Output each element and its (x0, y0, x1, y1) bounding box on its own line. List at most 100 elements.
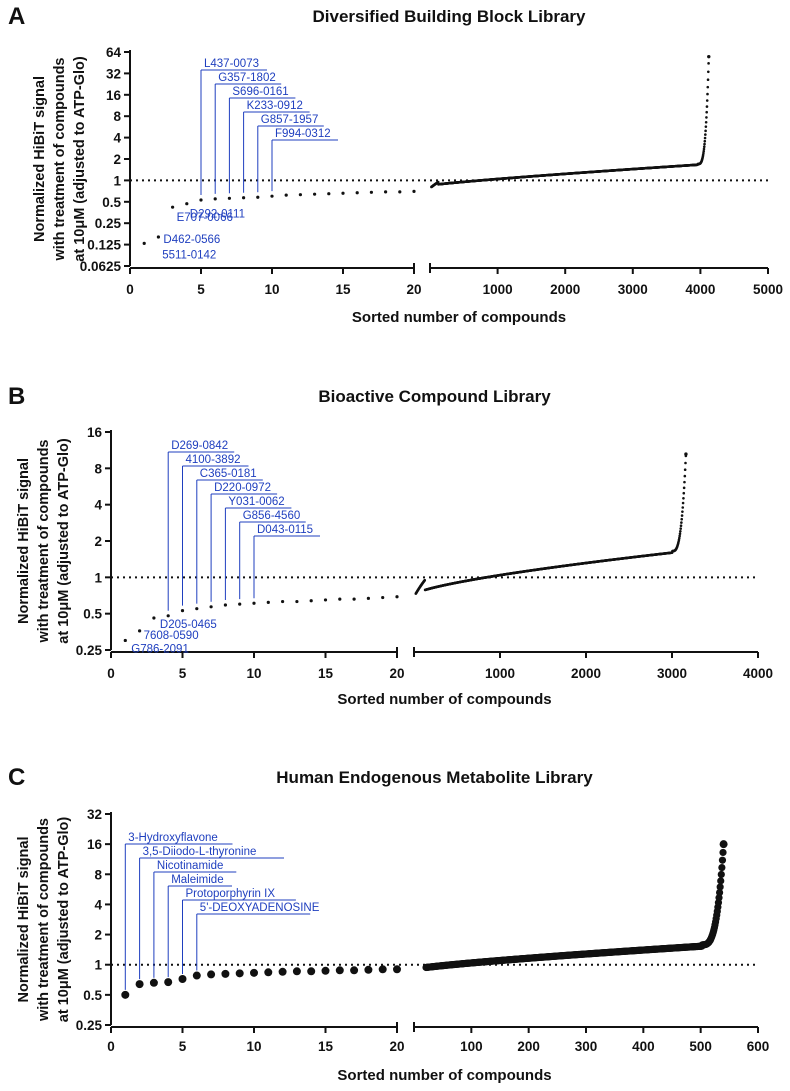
data-point (703, 136, 707, 140)
data-point (355, 191, 359, 195)
data-point (164, 978, 173, 987)
data-point (156, 235, 160, 239)
x-tick-label: 200 (517, 1039, 540, 1054)
x-tick-label: 15 (335, 282, 351, 297)
data-point (717, 877, 725, 885)
data-point (395, 595, 399, 599)
y-tick-label: 2 (94, 534, 102, 549)
data-point (436, 180, 440, 184)
data-point (142, 241, 146, 245)
data-point (199, 198, 203, 202)
annotation-label: Y031-0062 (228, 496, 284, 508)
data-point (152, 616, 156, 620)
data-point (719, 840, 728, 849)
data-point (705, 99, 709, 102)
x-tick-label: 300 (575, 1039, 598, 1054)
data-point (138, 629, 142, 633)
data-point (321, 966, 330, 975)
y-tick-label: 2 (94, 928, 102, 943)
data-point (292, 967, 301, 976)
data-point (682, 486, 686, 490)
data-point (704, 125, 708, 129)
y-tick-label: 0.5 (102, 195, 121, 210)
data-point (364, 965, 373, 974)
annotation-label: Maleimide (171, 874, 223, 886)
data-point (381, 595, 385, 600)
data-point (350, 966, 359, 975)
data-point (207, 970, 216, 979)
y-tick-label: 8 (94, 461, 102, 476)
data-point (278, 967, 287, 976)
y-tick-label: 4 (94, 897, 102, 912)
data-point (702, 145, 706, 148)
data-point (680, 514, 684, 517)
data-point (378, 965, 387, 974)
annotation-label: Nicotinamide (157, 860, 223, 872)
data-point (682, 496, 685, 500)
y-tick-label: 0.5 (83, 988, 102, 1003)
data-point (250, 968, 258, 977)
annotation-label: G357-1802 (218, 72, 276, 84)
data-point (682, 491, 686, 495)
data-point (706, 92, 709, 96)
y-axis-title-line: at 10μM (adjusted to ATP-Glo) (72, 56, 88, 262)
chart-title: Bioactive Compound Library (318, 387, 551, 406)
data-point (678, 536, 681, 540)
panel-letter: C (8, 764, 25, 791)
x-tick-label: 1000 (485, 666, 515, 681)
y-tick-label: 8 (113, 109, 121, 124)
x-axis-title: Sorted number of compounds (337, 1067, 551, 1084)
annotation-label: D462-0566 (163, 234, 220, 246)
x-tick-label: 1000 (483, 282, 513, 297)
data-point (702, 149, 706, 153)
data-point (681, 501, 685, 505)
y-tick-label: 16 (87, 425, 103, 440)
data-point (705, 110, 708, 114)
data-point (716, 883, 724, 891)
data-point (705, 116, 708, 119)
data-point (313, 192, 317, 196)
y-axis-title-line: Normalized HiBiT signal (16, 458, 32, 624)
x-tick-label: 10 (264, 282, 279, 297)
x-tick-label: 15 (318, 1039, 334, 1054)
data-point (284, 193, 288, 197)
y-axis-title-line: Normalized HiBiT signal (32, 76, 48, 242)
y-tick-label: 0.25 (95, 216, 122, 231)
x-tick-label: 5 (179, 1039, 187, 1054)
annotation-label: 5511-0142 (162, 249, 216, 261)
x-tick-label: 15 (318, 666, 334, 681)
data-point (707, 54, 711, 59)
x-tick-label: 10 (246, 1039, 261, 1054)
y-tick-label: 4 (94, 498, 102, 513)
y-tick-label: 1 (94, 570, 102, 585)
data-point (707, 70, 710, 74)
annotation-label: G856-4560 (243, 510, 301, 522)
y-tick-label: 2 (113, 152, 121, 167)
y-tick-label: 16 (87, 837, 103, 852)
y-tick-label: 0.0625 (80, 259, 122, 274)
annotation-label: D292-0111 (190, 209, 245, 221)
data-point (715, 888, 724, 897)
annotation-label: F994-0312 (275, 128, 331, 140)
x-tick-label: 4000 (743, 666, 773, 681)
y-tick-label: 0.25 (76, 643, 103, 658)
annotation-label: 7608-0590 (144, 630, 199, 642)
annotation-label: G786-2091 (131, 643, 189, 655)
data-point (195, 607, 199, 611)
y-tick-label: 0.5 (83, 607, 102, 622)
chart-panel-c: C Human Endogenous Metabolite Library Norm… (8, 764, 769, 1084)
annotation-label: S696-0161 (232, 86, 288, 98)
data-point (227, 196, 231, 200)
data-point (718, 856, 727, 864)
data-point (256, 195, 260, 199)
data-point (683, 468, 687, 472)
x-tick-label: 100 (460, 1039, 483, 1054)
y-tick-label: 8 (94, 867, 102, 882)
annotation-label: D205-0465 (160, 619, 217, 631)
data-point (221, 969, 230, 978)
data-point (393, 965, 401, 974)
data-point (707, 62, 710, 65)
data-point (335, 966, 344, 975)
x-tick-label: 2000 (550, 282, 580, 297)
annotation-label: D220-0972 (214, 482, 271, 494)
